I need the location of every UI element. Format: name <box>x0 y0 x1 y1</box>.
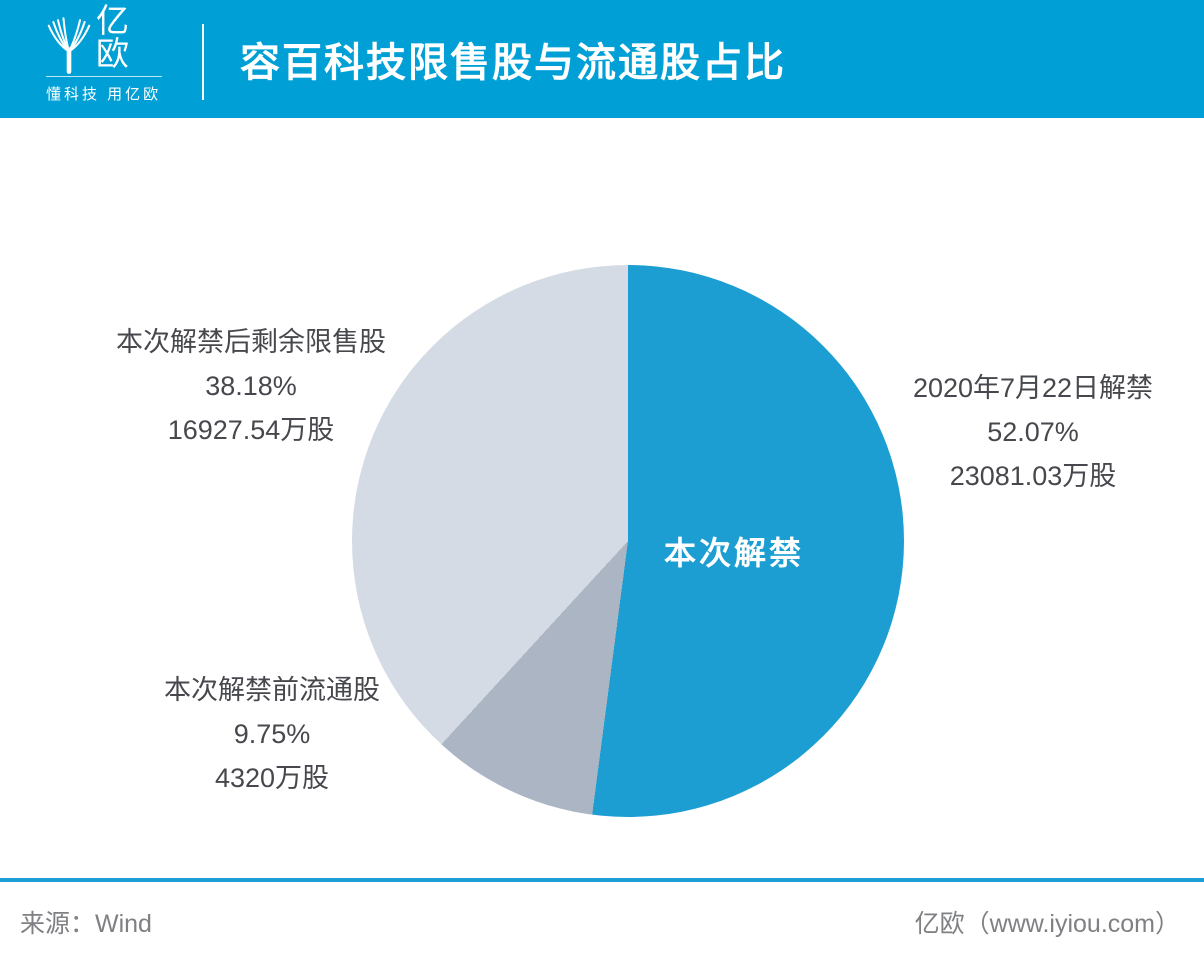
slice-shares: 4320万股 <box>214 763 330 793</box>
slice-percent: 38.18% <box>205 371 297 401</box>
source-note: 来源：Wind <box>20 910 152 938</box>
header-vertical-divider <box>202 24 204 100</box>
logo-divider-line <box>46 76 162 77</box>
brand-logo: 亿欧 懂科技 用亿欧 <box>46 4 164 104</box>
slice-shares: 23081.03万股 <box>949 461 1117 491</box>
iyiou-tulip-icon <box>47 17 91 74</box>
slice-label: 本次解禁后剩余限售股 <box>116 327 386 357</box>
header-band: 亿欧 懂科技 用亿欧 容百科技限售股与流通股占比 <box>0 0 1204 118</box>
callout-remaining-restricted: 本次解禁后剩余限售股 38.18% 16927.54万股 <box>110 320 392 452</box>
slice-shares: 16927.54万股 <box>167 415 335 445</box>
pie-chart <box>352 265 904 817</box>
slice-label: 本次解禁前流通股 <box>164 675 380 705</box>
footer-rule <box>0 878 1204 882</box>
logo-wordmark: 亿欧 <box>96 2 131 72</box>
callout-unlocked: 2020年7月22日解禁 52.07% 23081.03万股 <box>902 366 1164 498</box>
brand-url: 亿欧（www.iyiou.com） <box>914 910 1180 938</box>
pie-inner-label: 本次解禁 <box>664 535 805 571</box>
callout-circulating: 本次解禁前流通股 9.75% 4320万股 <box>140 668 404 800</box>
slice-percent: 9.75% <box>233 719 311 749</box>
logo-top-row: 亿欧 <box>46 4 164 74</box>
logo-tagline: 懂科技 用亿欧 <box>46 86 162 103</box>
chart-title: 容百科技限售股与流通股占比 <box>240 41 786 85</box>
slice-percent: 52.07% <box>987 417 1079 447</box>
slice-label: 2020年7月22日解禁 <box>912 373 1154 403</box>
